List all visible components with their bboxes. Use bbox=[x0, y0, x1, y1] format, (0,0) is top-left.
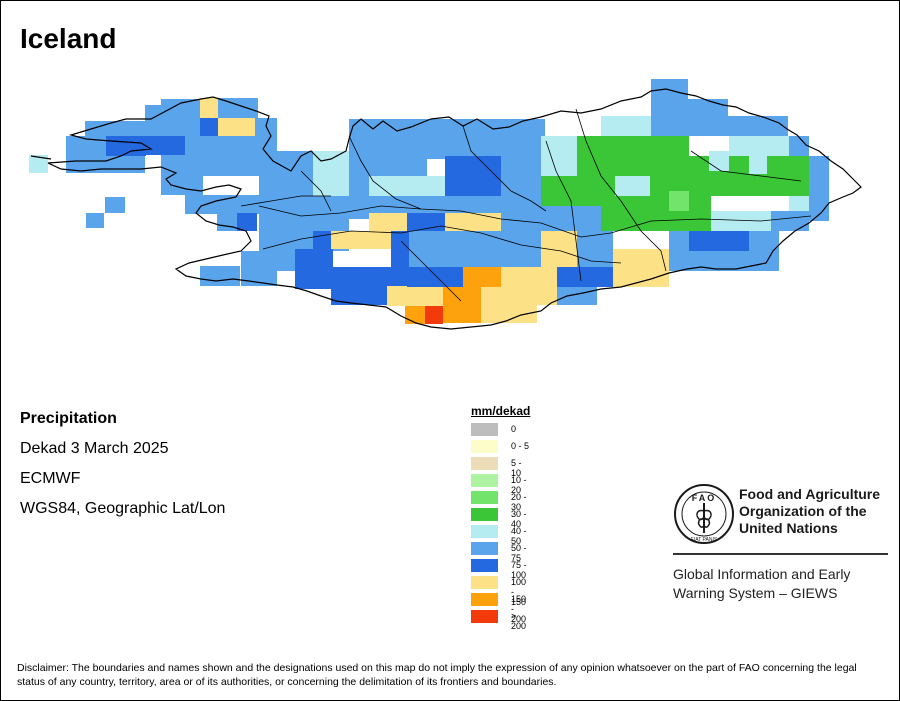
legend-swatch bbox=[471, 542, 498, 555]
legend-title: mm/dekad bbox=[471, 404, 531, 418]
giews-line-2: Warning System – GIEWS bbox=[673, 585, 838, 601]
disclaimer: Disclaimer: The boundaries and names sho… bbox=[17, 662, 857, 688]
legend-swatch bbox=[471, 576, 498, 589]
fao-name: Food and Agriculture Organization of the… bbox=[739, 486, 899, 537]
map-title: Iceland bbox=[20, 23, 116, 54]
legend-swatch bbox=[471, 457, 498, 470]
source-label: ECMWF bbox=[20, 470, 81, 487]
fao-name-line-2: Organization of the bbox=[739, 503, 867, 519]
fao-logo-letters: FAO bbox=[692, 493, 717, 503]
legend-label: 50 - 75 bbox=[511, 543, 527, 563]
giews-name: Global Information and Early Warning Sys… bbox=[673, 565, 893, 603]
legend-swatch bbox=[471, 508, 498, 521]
legend-item: 40 - 50 bbox=[471, 523, 530, 546]
legend-swatch bbox=[471, 610, 498, 623]
legend-swatch bbox=[471, 559, 498, 572]
legend-swatch bbox=[471, 440, 498, 453]
legend-label: 20 - 30 bbox=[511, 492, 527, 512]
legend-label: 40 - 50 bbox=[511, 526, 527, 546]
legend-label: 10 - 20 bbox=[511, 475, 527, 495]
variable-label: Precipitation bbox=[20, 410, 117, 427]
legend-swatch bbox=[471, 593, 498, 606]
precipitation-map: Iceland bbox=[20, 23, 862, 330]
legend-item: 0 - 5 bbox=[471, 438, 530, 455]
fao-name-line-1: Food and Agriculture bbox=[739, 486, 881, 502]
legend-label: > 200 bbox=[511, 611, 527, 631]
legend-item: 75 - 100 bbox=[471, 557, 530, 580]
fao-logo-motto: FIAT PANIS bbox=[691, 537, 718, 543]
legend-item: 50 - 75 bbox=[471, 540, 530, 563]
fao-divider bbox=[673, 553, 888, 555]
legend: mm/dekad 0 0 - 5 5 - 10 10 - 20 20 - 30 30 - … bbox=[471, 404, 531, 631]
coastline bbox=[30, 88, 862, 330]
legend-item: 100 - 150 bbox=[471, 574, 530, 607]
legend-item: 0 bbox=[471, 421, 530, 438]
fao-logo-icon: FAO FIAT PANIS bbox=[674, 484, 734, 544]
legend-label: 100 - 150 bbox=[511, 577, 527, 607]
legend-label: 150 - 200 bbox=[511, 594, 527, 624]
giews-line-1: Global Information and Early bbox=[673, 566, 851, 582]
legend-label: 0 - 5 bbox=[511, 441, 530, 451]
legend-label: 30 - 40 bbox=[511, 509, 527, 529]
legend-item: 20 - 30 bbox=[471, 489, 530, 512]
legend-rows: 0 0 - 5 5 - 10 10 - 20 20 - 30 30 - 40 40 - 50… bbox=[471, 421, 530, 631]
legend-item: 150 - 200 bbox=[471, 591, 530, 624]
fao-block: FAO FIAT PANIS Food and Agriculture Orga… bbox=[671, 481, 891, 611]
admin-boundaries bbox=[240, 108, 812, 302]
fao-name-line-3: United Nations bbox=[739, 520, 838, 536]
projection-label: WGS84, Geographic Lat/Lon bbox=[20, 500, 226, 517]
legend-label: 5 - 10 bbox=[511, 458, 522, 478]
legend-item: 5 - 10 bbox=[471, 455, 530, 478]
legend-swatch bbox=[471, 491, 498, 504]
legend-item: 10 - 20 bbox=[471, 472, 530, 495]
legend-label: 0 bbox=[511, 424, 517, 434]
legend-label: 75 - 100 bbox=[511, 560, 527, 580]
period-label: Dekad 3 March 2025 bbox=[20, 440, 169, 457]
legend-item: > 200 bbox=[471, 608, 530, 631]
legend-swatch bbox=[471, 525, 498, 538]
legend-swatch bbox=[471, 474, 498, 487]
legend-swatch bbox=[471, 423, 498, 436]
precipitation-grid bbox=[29, 79, 829, 324]
map-info: Precipitation Dekad 3 March 2025 ECMWF W… bbox=[20, 409, 225, 529]
legend-item: 30 - 40 bbox=[471, 506, 530, 529]
